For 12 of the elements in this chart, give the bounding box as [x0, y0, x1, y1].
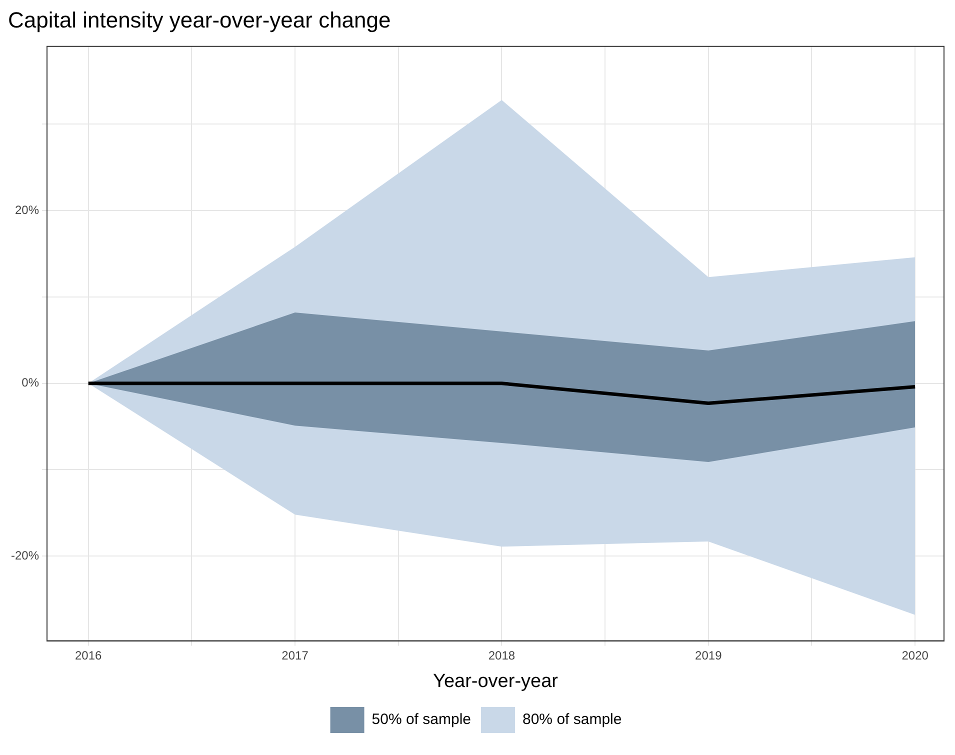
y-tick-label: -20%	[11, 548, 40, 562]
chart-title: Capital intensity year-over-year change	[8, 7, 391, 32]
x-tick-label: 2019	[695, 648, 722, 662]
x-tick-label: 2016	[75, 648, 102, 662]
x-tick-label: 2020	[902, 648, 929, 662]
legend-label: 50% of sample	[372, 711, 472, 728]
y-tick-label: 0%	[22, 376, 40, 390]
y-tick-label: 20%	[14, 202, 40, 217]
x-axis-title: Year-over-year	[433, 670, 559, 692]
x-tick-label: 2017	[282, 648, 309, 662]
x-tick-label: 2018	[488, 648, 516, 662]
legend-label: 80% of sample	[522, 711, 622, 728]
